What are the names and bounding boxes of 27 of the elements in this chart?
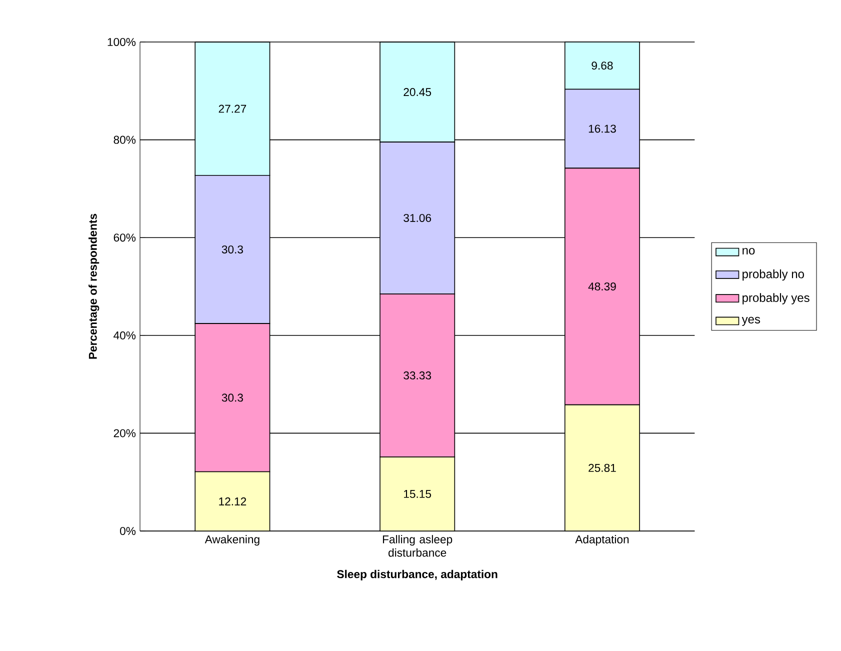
legend-label: no (742, 248, 755, 255)
data-label: 9.68 (592, 62, 613, 70)
y-tick-label: 40% (114, 331, 136, 340)
data-label: 33.33 (404, 371, 432, 380)
y-tick-label: 60% (114, 234, 136, 242)
data-label: 30.3 (222, 245, 243, 254)
x-axis-title: Sleep disturbance, adaptation (337, 570, 498, 580)
data-label: 31.06 (404, 214, 432, 222)
data-label: 12.12 (219, 497, 246, 506)
y-tick-label: 80% (114, 136, 136, 144)
y-tick-label: 20% (114, 429, 136, 438)
y-axis-title: Percentage of respondents (88, 214, 100, 359)
data-label: 20.45 (404, 88, 432, 96)
y-tick-label: 100% (108, 38, 136, 46)
data-label: 16.13 (588, 124, 616, 133)
x-tick-label: Adaptation (575, 535, 629, 546)
legend-label: yes (742, 316, 760, 326)
data-label: 27.27 (218, 104, 246, 113)
x-tick-label: Falling asleep disturbance (382, 535, 452, 557)
y-tick-label: 0% (120, 526, 136, 536)
legend-label: probably no (742, 269, 804, 281)
data-label: 15.15 (404, 490, 432, 498)
data-label: 30.3 (222, 394, 243, 402)
legend-label: probably yes (742, 293, 810, 304)
data-label: 25.81 (588, 464, 616, 472)
x-tick-label: Awakening (204, 535, 260, 546)
data-label: 48.39 (588, 282, 616, 290)
